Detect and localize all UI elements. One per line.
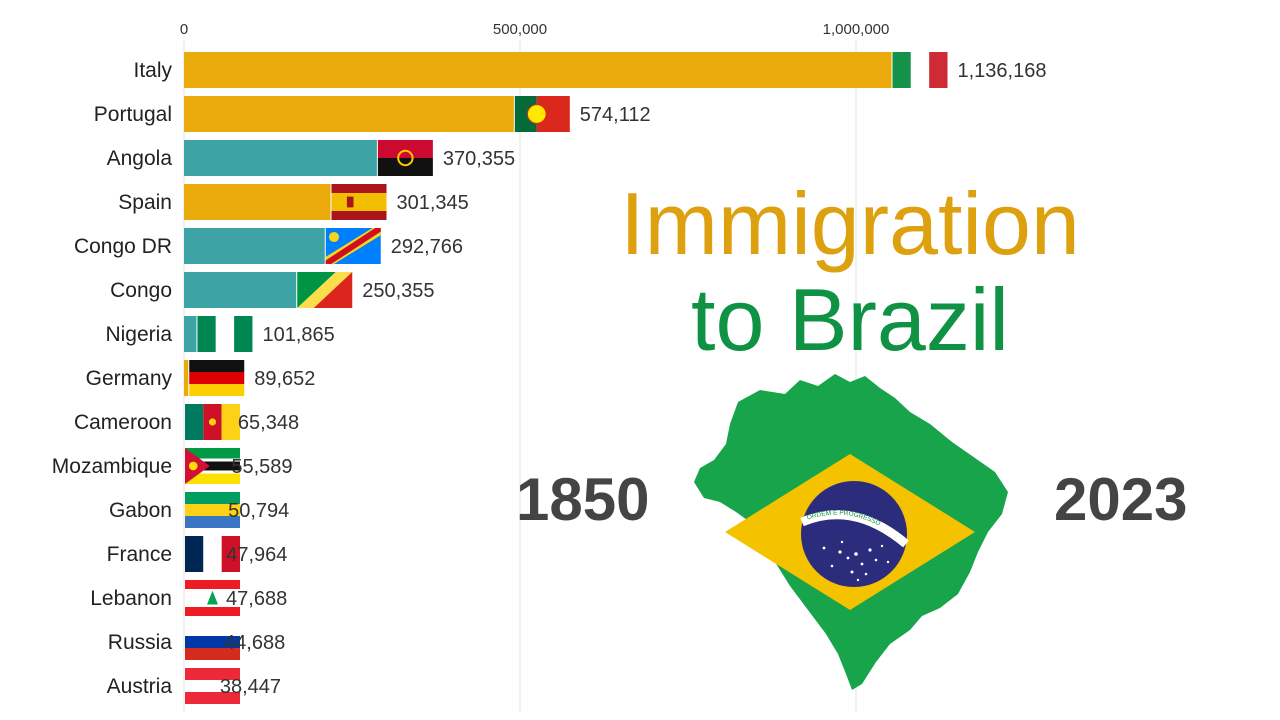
x-tick-label: 500,000 bbox=[493, 21, 547, 38]
category-label: Gabon bbox=[109, 499, 172, 522]
flag-mozambique-icon bbox=[185, 448, 240, 484]
category-label: France bbox=[107, 543, 172, 566]
value-label: 38,447 bbox=[220, 676, 281, 698]
flag-congo-dr-icon bbox=[325, 228, 381, 264]
flag-nigeria-icon bbox=[197, 316, 253, 352]
value-label: 89,652 bbox=[254, 368, 315, 390]
category-label: Lebanon bbox=[90, 587, 172, 610]
bar bbox=[184, 52, 892, 88]
value-label: 47,688 bbox=[226, 588, 287, 610]
value-label: 44,688 bbox=[224, 632, 285, 654]
bar bbox=[184, 140, 377, 176]
category-label: Angola bbox=[107, 147, 173, 170]
value-label: 101,865 bbox=[262, 324, 334, 346]
flag-spain-icon bbox=[331, 184, 387, 220]
bar bbox=[184, 316, 197, 352]
bar bbox=[184, 184, 331, 220]
flag-portugal-icon bbox=[514, 96, 570, 132]
category-label: Austria bbox=[107, 675, 173, 698]
flag-russia-icon bbox=[185, 624, 240, 660]
value-label: 1,136,168 bbox=[958, 60, 1047, 82]
flag-cameroon-icon bbox=[185, 404, 240, 440]
category-label: Cameroon bbox=[74, 411, 172, 434]
flag-angola-icon bbox=[377, 140, 433, 176]
flag-stars bbox=[822, 540, 890, 582]
value-label: 47,964 bbox=[226, 544, 287, 566]
value-label: 301,345 bbox=[397, 192, 469, 214]
start-year: 1850 bbox=[516, 466, 650, 533]
value-label: 50,794 bbox=[228, 500, 289, 522]
x-tick-label: 0 bbox=[180, 21, 188, 38]
flag-austria-icon bbox=[185, 668, 240, 704]
title-line-1: Immigration bbox=[620, 174, 1080, 273]
category-label: Congo DR bbox=[74, 235, 172, 258]
end-year: 2023 bbox=[1054, 466, 1188, 533]
value-label: 55,589 bbox=[231, 456, 292, 478]
value-label: 250,355 bbox=[362, 280, 434, 302]
value-label: 574,112 bbox=[580, 104, 651, 126]
category-label: Italy bbox=[133, 59, 172, 82]
category-label: Portugal bbox=[94, 103, 172, 126]
category-label: Russia bbox=[108, 631, 173, 654]
category-label: Congo bbox=[110, 279, 172, 302]
flag-globe bbox=[801, 481, 907, 587]
brazil-map-icon: ORDEM E PROGRESSO bbox=[694, 374, 1008, 690]
flag-italy-icon bbox=[892, 52, 948, 88]
value-label: 370,355 bbox=[443, 148, 515, 170]
flag-lebanon-icon bbox=[185, 580, 240, 616]
flag-germany-icon bbox=[189, 360, 245, 396]
category-label: Mozambique bbox=[52, 455, 172, 478]
bar bbox=[184, 272, 297, 308]
flag-congo-icon bbox=[297, 272, 353, 308]
flag-gabon-icon bbox=[185, 492, 240, 528]
flag-france-icon bbox=[185, 536, 240, 572]
category-label: Nigeria bbox=[105, 323, 172, 346]
bar bbox=[184, 360, 189, 396]
value-label: 292,766 bbox=[391, 236, 463, 258]
bar bbox=[184, 96, 514, 132]
bar bbox=[184, 228, 325, 264]
category-label: Spain bbox=[118, 191, 172, 214]
value-label: 65,348 bbox=[238, 412, 299, 434]
title-line-2: to Brazil bbox=[691, 270, 1009, 369]
category-label: Germany bbox=[86, 367, 173, 390]
x-tick-label: 1,000,000 bbox=[823, 21, 890, 38]
